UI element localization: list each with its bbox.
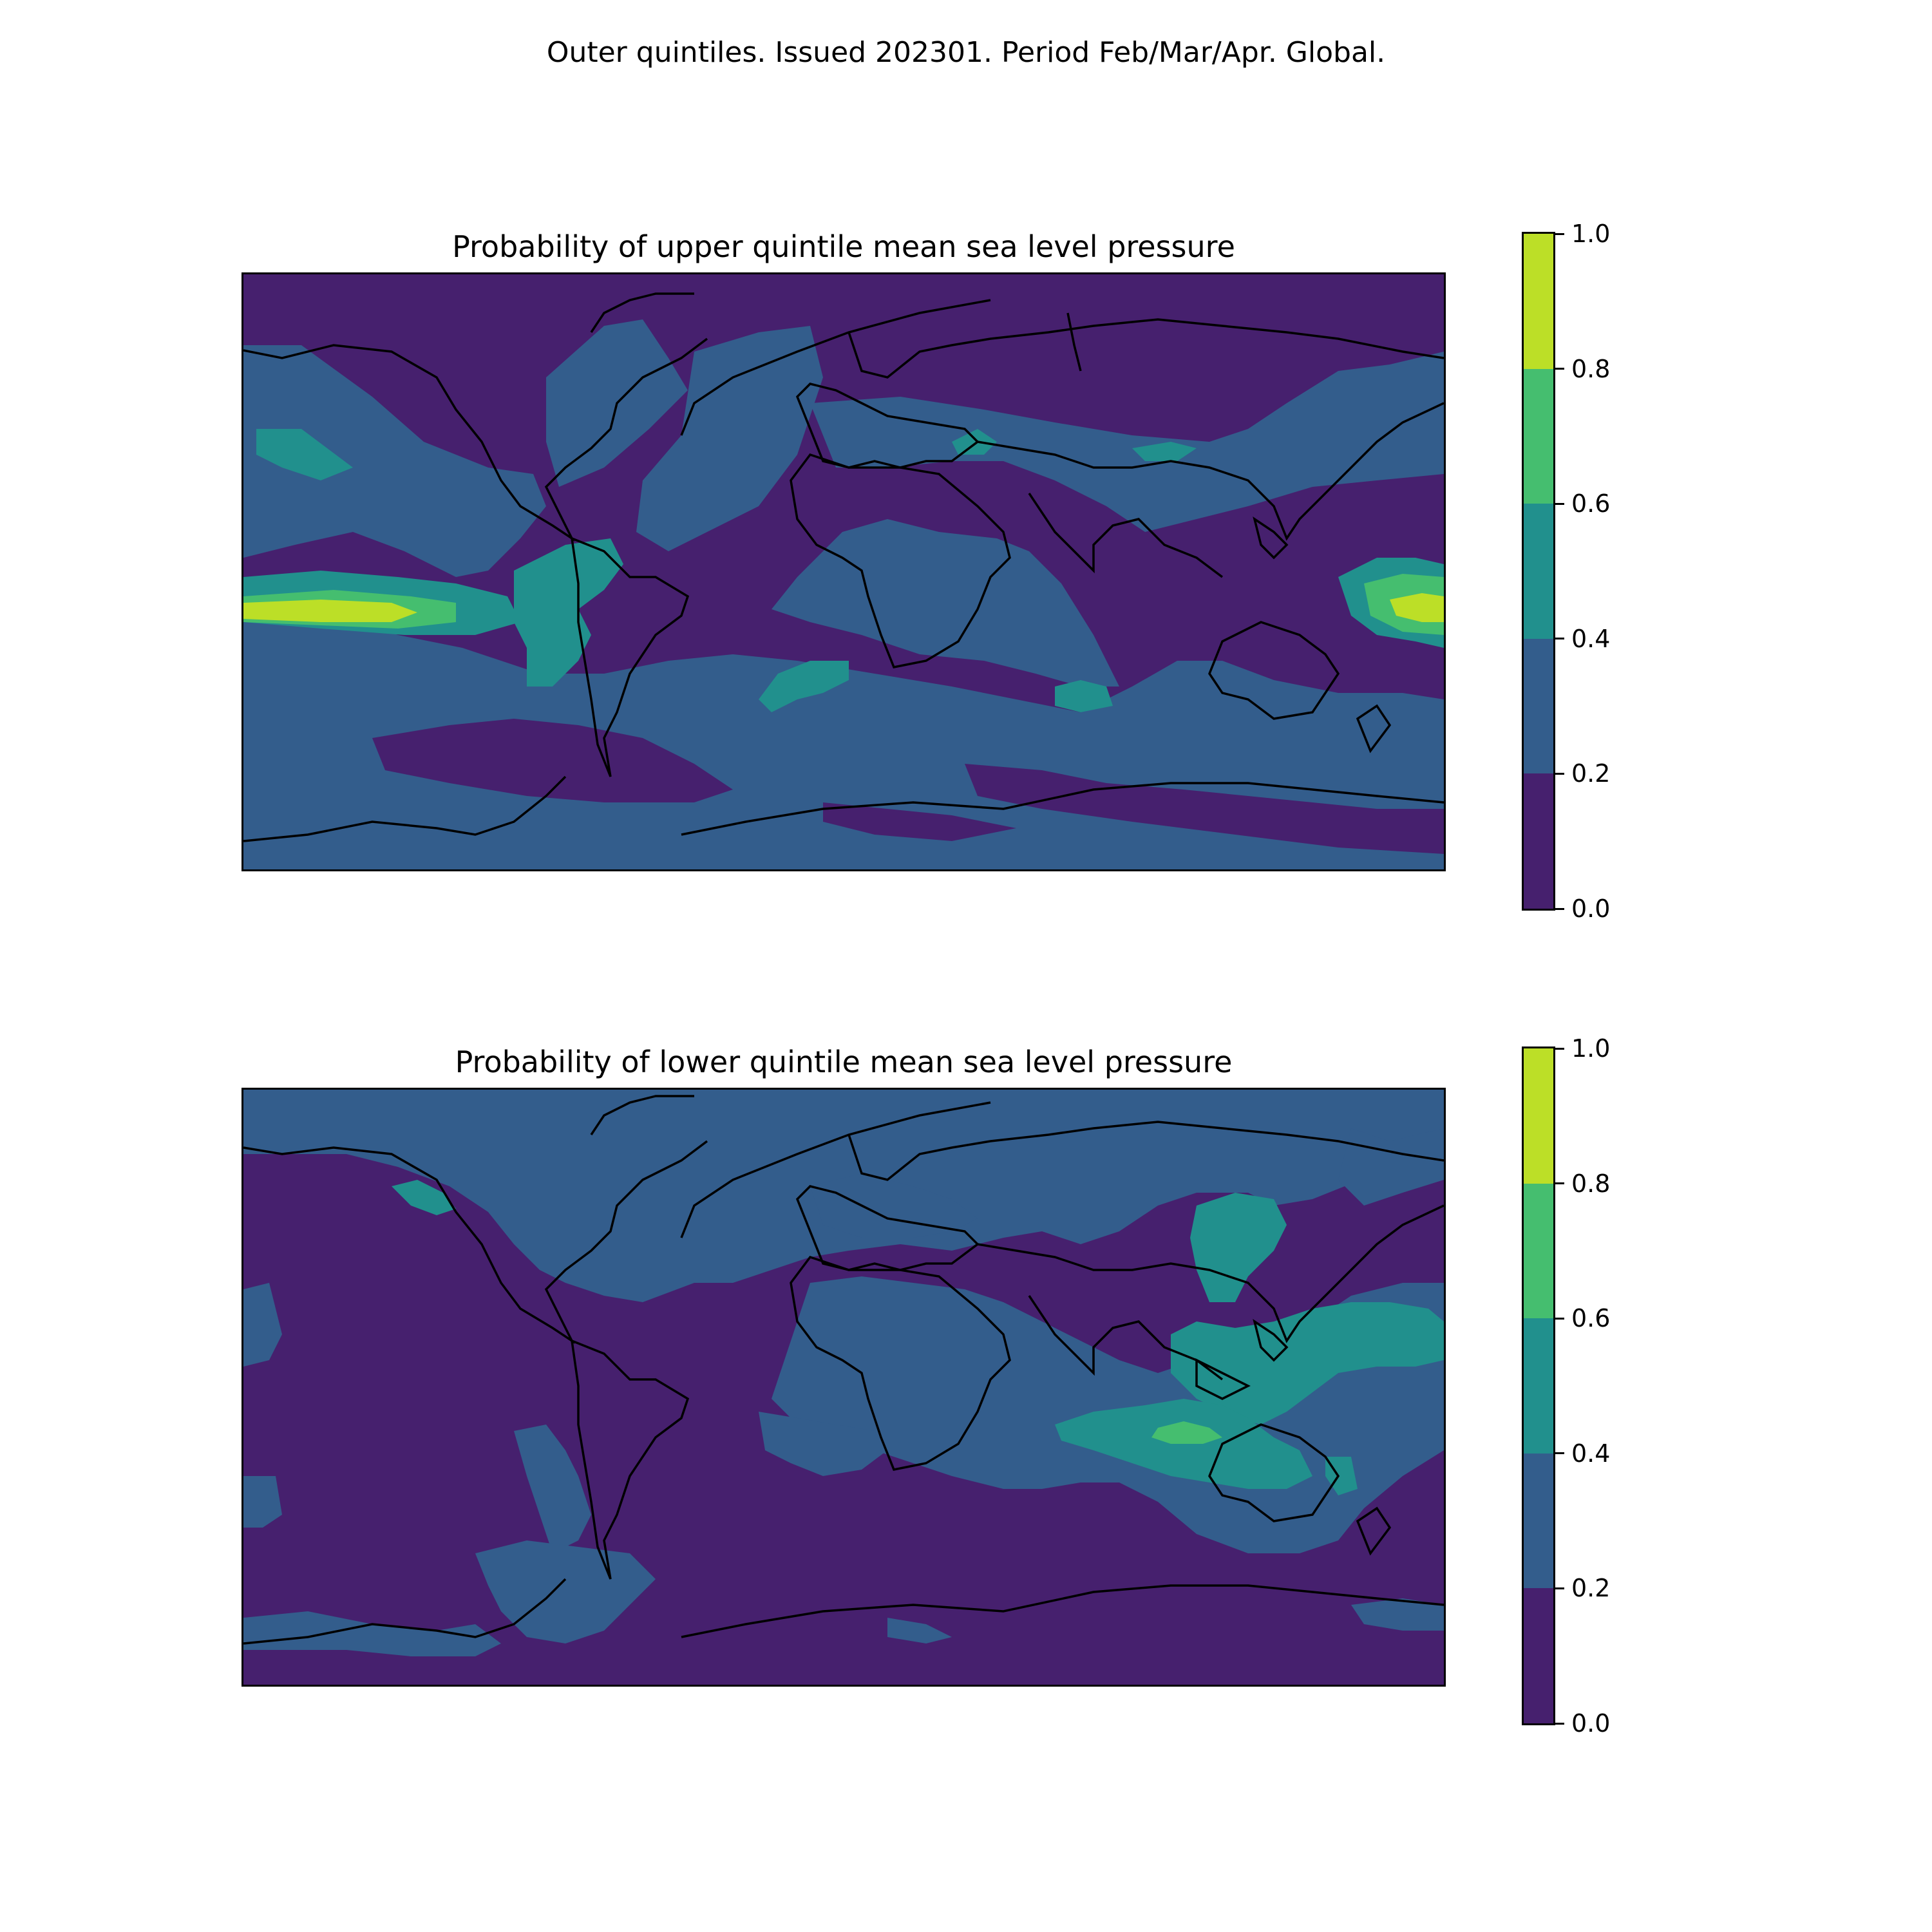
- coastlines: [243, 292, 1444, 842]
- region-level-1: [636, 326, 823, 551]
- region-level-2: [1132, 442, 1197, 461]
- colorbar-tick-label: 0.8: [1571, 354, 1611, 383]
- colorbar-tick: [1555, 1452, 1564, 1455]
- colorbar-tick-label: 0.0: [1571, 1709, 1611, 1738]
- colorbar-tick: [1555, 638, 1564, 640]
- region-level-2: [256, 429, 353, 480]
- region-level-1: [243, 1283, 282, 1367]
- region-level-4: [243, 600, 417, 622]
- colorbar-tick: [1555, 1317, 1564, 1320]
- region-level-1: [772, 519, 1119, 687]
- colorbar-tick-label: 0.4: [1571, 1439, 1611, 1468]
- colorbar-tick-label: 0.0: [1571, 895, 1611, 923]
- lower-colorbar: [1522, 1046, 1555, 1725]
- lower-panel-title: Probability of lower quintile mean sea l…: [455, 1045, 1233, 1079]
- colorbar-segment: [1524, 773, 1553, 909]
- lower-quintile-map: [242, 1088, 1446, 1687]
- colorbar-segment: [1524, 1588, 1553, 1723]
- colorbar-tick: [1555, 1047, 1564, 1050]
- region-level-1: [810, 1173, 978, 1238]
- colorbar-tick-label: 0.8: [1571, 1169, 1611, 1198]
- region-level-2: [952, 429, 997, 455]
- region-level-2: [514, 538, 623, 687]
- region-level-0: [823, 802, 1016, 841]
- colorbar-tick-label: 1.0: [1571, 220, 1611, 248]
- colorbar-segment: [1524, 504, 1553, 639]
- colorbar-segment: [1524, 368, 1553, 504]
- colorbar-tick: [1555, 1587, 1564, 1589]
- colorbar-tick-label: 0.6: [1571, 489, 1611, 518]
- colorbar-segment: [1524, 1048, 1553, 1184]
- colorbar-tick: [1555, 1722, 1564, 1725]
- colorbar-segment: [1524, 234, 1553, 369]
- upper-quintile-map: [242, 272, 1446, 871]
- region-level-1: [514, 1425, 591, 1553]
- region-level-1: [1338, 1128, 1444, 1206]
- upper-panel-title: Probability of upper quintile mean sea l…: [452, 229, 1235, 264]
- region-level-1: [887, 1618, 952, 1643]
- colorbar-segment: [1524, 638, 1553, 774]
- region-level-3: [1151, 1421, 1222, 1444]
- colorbar-tick-label: 1.0: [1571, 1034, 1611, 1063]
- colorbar-tick: [1555, 232, 1564, 235]
- colorbar-tick: [1555, 772, 1564, 775]
- colorbar-tick-label: 0.2: [1571, 1574, 1611, 1603]
- colorbar-tick: [1555, 1182, 1564, 1185]
- colorbar-segment: [1524, 1453, 1553, 1589]
- colorbar-tick: [1555, 368, 1564, 370]
- upper-colorbar: [1522, 232, 1555, 911]
- region-level-2: [1190, 1193, 1287, 1302]
- colorbar-segment: [1524, 1183, 1553, 1319]
- colorbar-tick-label: 0.2: [1571, 759, 1611, 788]
- region-level-1: [810, 352, 1444, 532]
- region-level-1: [1351, 1598, 1444, 1631]
- coastlines: [243, 1095, 1444, 1645]
- region-level-0: [372, 719, 733, 802]
- region-level-4: [1390, 593, 1444, 622]
- region-level-0: [965, 764, 1444, 854]
- colorbar-tick-label: 0.4: [1571, 624, 1611, 653]
- colorbar-segment: [1524, 1318, 1553, 1454]
- region-level-1: [243, 1611, 501, 1656]
- region-level-2: [759, 661, 849, 712]
- region-level-1: [243, 345, 546, 577]
- region-level-2: [1171, 1302, 1444, 1425]
- region-level-1: [759, 1412, 887, 1476]
- colorbar-tick-label: 0.6: [1571, 1304, 1611, 1333]
- region-level-1: [243, 1476, 282, 1528]
- region-level-2: [1325, 1457, 1358, 1495]
- figure-title: Outer quintiles. Issued 202301. Period F…: [546, 36, 1386, 69]
- region-level-2: [392, 1180, 456, 1215]
- colorbar-tick: [1555, 907, 1564, 910]
- region-level-2: [1055, 680, 1113, 712]
- colorbar-tick: [1555, 502, 1564, 505]
